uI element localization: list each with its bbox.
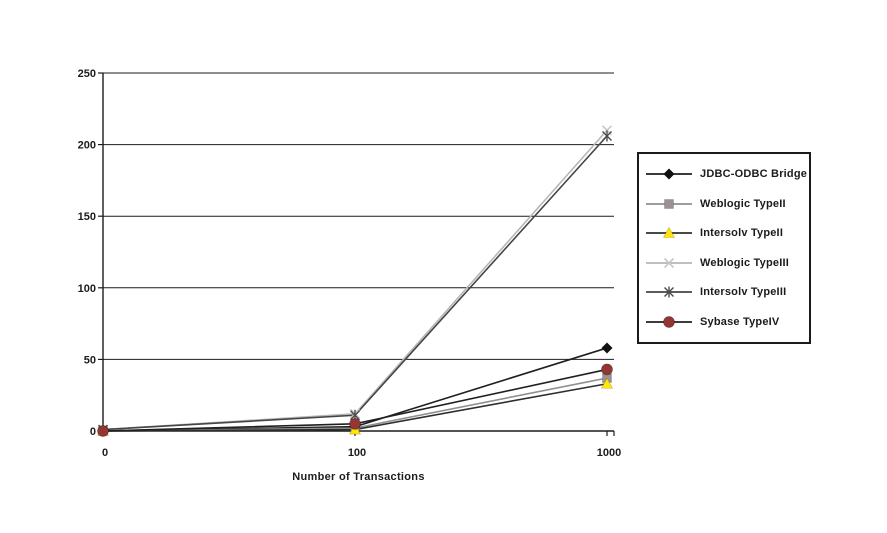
legend-key	[646, 257, 692, 268]
legend-item: Sybase TypeIV	[645, 309, 809, 335]
legend-item: JDBC-ODBC Bridge	[645, 161, 809, 187]
legend-label: Intersolv TypeIII	[700, 286, 787, 299]
legend-item: Intersolv TypeII	[645, 220, 809, 246]
legend-item: Weblogic TypeIII	[645, 250, 809, 276]
square-marker-icon	[664, 199, 674, 209]
x-axis-title: Number of Transactions	[292, 471, 425, 483]
circle-marker-icon	[663, 315, 675, 328]
x-tick-label: 100	[348, 447, 366, 459]
y-tick-label: 200	[78, 140, 96, 152]
legend-item: Weblogic TypeII	[645, 191, 809, 217]
triangle-marker-icon	[600, 377, 614, 389]
x-tick-label: 0	[102, 447, 108, 459]
y-tick-label: 250	[78, 68, 96, 80]
y-tick-label: 0	[90, 426, 96, 438]
series-line	[102, 129, 608, 431]
circle-marker-icon	[97, 425, 109, 437]
y-tick-label: 150	[78, 211, 96, 223]
x-marker-icon	[663, 257, 675, 268]
diamond-marker-icon	[601, 342, 613, 354]
triangle-marker-icon	[662, 227, 676, 239]
legend-label: Weblogic TypeIII	[700, 256, 789, 269]
legend-key	[646, 168, 692, 180]
y-tick-label: 100	[78, 283, 96, 295]
asterisk-marker-icon	[602, 130, 612, 142]
circle-marker-icon	[601, 363, 613, 376]
legend-key	[646, 199, 692, 209]
diamond-marker-icon	[663, 168, 675, 180]
legend-label: JDBC-ODBC Bridge	[700, 168, 808, 181]
legend-key	[646, 227, 692, 239]
legend-item: Intersolv TypeIII	[645, 279, 809, 305]
asterisk-marker-icon	[664, 286, 674, 298]
legend-label: Sybase TypeIV	[700, 315, 780, 328]
legend-label: Weblogic TypeII	[700, 197, 786, 210]
legend: JDBC-ODBC Bridge Weblogic TypeII Intersolv…	[637, 152, 811, 344]
circle-marker-icon	[349, 417, 361, 430]
legend-key	[646, 315, 692, 328]
legend-label: Intersolv TypeII	[700, 227, 784, 240]
x-tick-label: 1000	[597, 447, 621, 459]
legend-key	[646, 286, 692, 298]
y-tick-label: 50	[84, 354, 96, 366]
